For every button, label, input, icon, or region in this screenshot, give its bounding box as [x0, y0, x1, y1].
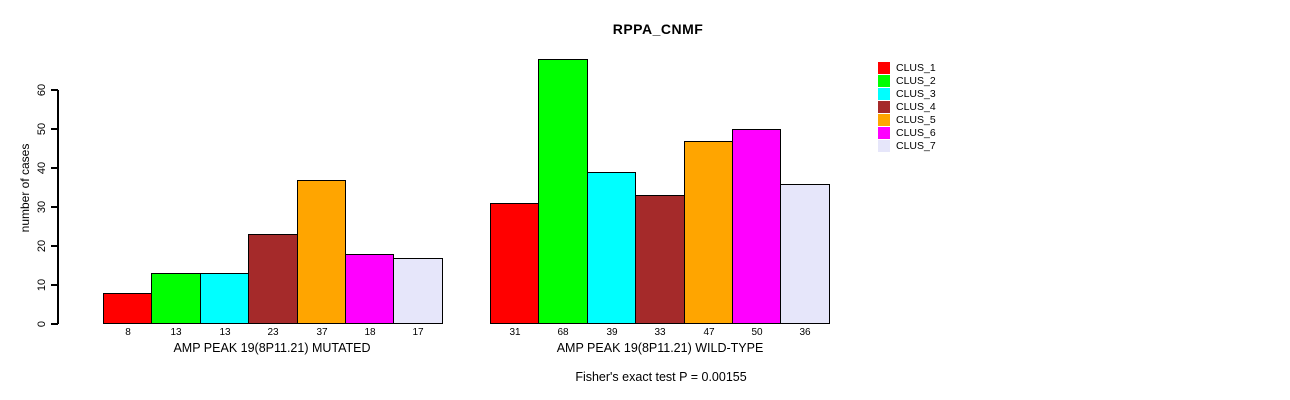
legend-item: CLUS_2 [878, 74, 936, 87]
chart-title: RPPA_CNMF [612, 21, 704, 37]
y-axis-tick [51, 206, 58, 208]
bar-clus_3 [200, 273, 249, 324]
bar-value-label: 36 [799, 327, 811, 338]
legend-item: CLUS_5 [878, 113, 936, 126]
y-axis-tick-label: 0 [36, 320, 48, 328]
y-axis-tick [51, 245, 58, 247]
bar-clus_1 [490, 203, 539, 324]
legend-label: CLUS_4 [896, 100, 936, 113]
y-axis-tick-label: 60 [36, 83, 48, 97]
legend: CLUS_1 CLUS_2 CLUS_3 CLUS_4 CLUS_5 CLUS_… [878, 61, 936, 152]
y-axis-tick-label: 50 [36, 122, 48, 136]
legend-label: CLUS_1 [896, 61, 936, 74]
bar-clus_4 [635, 195, 685, 324]
y-axis-tick [51, 284, 58, 286]
legend-item: CLUS_1 [878, 61, 936, 74]
legend-swatch-clus-3 [878, 87, 890, 100]
legend-item: CLUS_4 [878, 100, 936, 113]
legend-item: CLUS_7 [878, 139, 936, 152]
legend-swatch-clus-6 [878, 126, 890, 139]
bar-value-label: 8 [125, 327, 131, 338]
y-axis-tick [51, 128, 58, 130]
y-axis-line [57, 90, 59, 324]
legend-label: CLUS_3 [896, 87, 936, 100]
y-axis-tick [51, 89, 58, 91]
y-axis-tick [51, 323, 58, 325]
bar-clus_3 [587, 172, 636, 324]
legend-swatch-clus-2 [878, 74, 890, 87]
bar-value-label: 47 [703, 327, 715, 338]
legend-swatch-clus-7 [878, 139, 890, 152]
bar-value-label: 37 [316, 327, 328, 338]
bar-clus_6 [732, 129, 781, 324]
bar-value-label: 33 [654, 327, 666, 338]
bar-value-label: 68 [557, 327, 569, 338]
fisher-exact-test-annotation: Fisher's exact test P = 0.00155 [575, 370, 747, 384]
bar-clus_5 [684, 141, 733, 324]
bar-clus_4 [248, 234, 298, 324]
bar-clus_7 [393, 258, 443, 324]
legend-label: CLUS_7 [896, 139, 936, 152]
bar-value-label: 13 [219, 327, 231, 338]
legend-item: CLUS_3 [878, 87, 936, 100]
group-label-mutated: AMP PEAK 19(8P11.21) MUTATED [173, 341, 371, 355]
bar-clus_1 [103, 293, 152, 324]
bar-clus_2 [151, 273, 201, 324]
bar-value-label: 18 [364, 327, 376, 338]
legend-swatch-clus-5 [878, 113, 890, 126]
bar-clus_6 [345, 254, 394, 324]
y-axis-tick-label: 10 [36, 278, 48, 292]
bar-value-label: 31 [509, 327, 521, 338]
bar-value-label: 17 [412, 327, 424, 338]
legend-item: CLUS_6 [878, 126, 936, 139]
legend-label: CLUS_2 [896, 74, 936, 87]
legend-swatch-clus-4 [878, 100, 890, 113]
y-axis-tick-label: 20 [36, 239, 48, 253]
bar-value-label: 39 [606, 327, 618, 338]
y-axis-tick [51, 167, 58, 169]
bar-value-label: 13 [170, 327, 182, 338]
y-axis-tick-label: 30 [36, 200, 48, 214]
bar-clus_5 [297, 180, 346, 324]
group-label-wild-type: AMP PEAK 19(8P11.21) WILD-TYPE [556, 341, 764, 355]
legend-label: CLUS_6 [896, 126, 936, 139]
bar-clus_7 [780, 184, 830, 324]
bar-clus_2 [538, 59, 588, 324]
y-axis-tick-label: 40 [36, 161, 48, 175]
bar-value-label: 23 [267, 327, 279, 338]
y-axis-label: number of cases [18, 143, 32, 233]
bar-value-label: 50 [751, 327, 763, 338]
legend-label: CLUS_5 [896, 113, 936, 126]
legend-swatch-clus-1 [878, 61, 890, 74]
